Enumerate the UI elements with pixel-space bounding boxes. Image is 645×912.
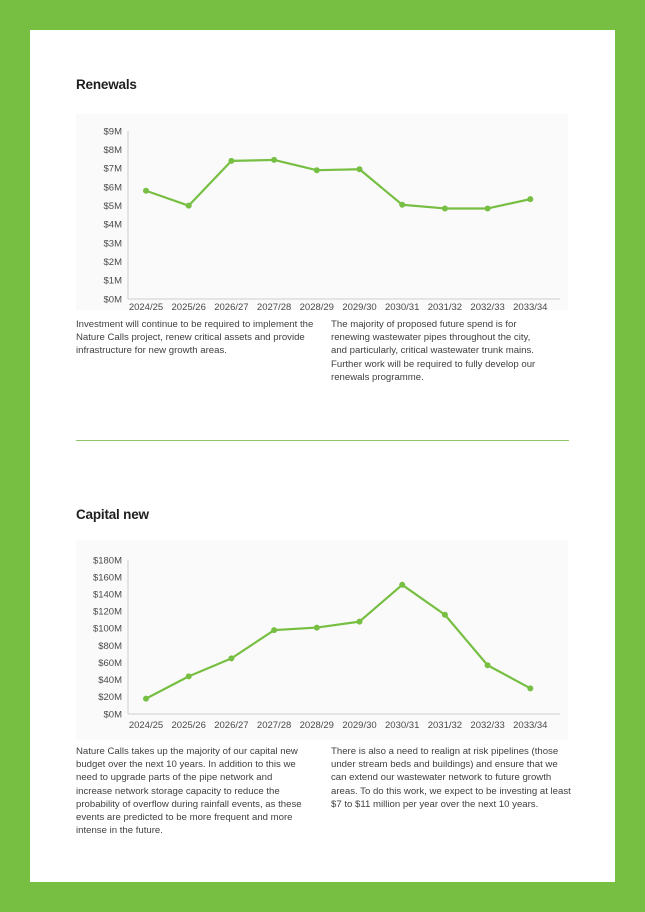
y-tick-label: $3M (104, 238, 123, 249)
renewals-text-left: Investment will continue to be required … (76, 319, 314, 357)
series-line (145, 583, 531, 700)
data-point (356, 166, 363, 173)
x-tick-label: 2026/27 (214, 720, 248, 731)
renewals-chart: $0M $1M $2M $3M $4M $5M $6M $7M $8M $9M 2024/25 202… (76, 114, 568, 310)
y-tick-label: $1M (104, 276, 123, 287)
capital-new-line-chart: $0M $20M $40M $60M $80M $100M $120M $140M $160M $… (93, 555, 560, 731)
y-tick-label: $0M (104, 294, 123, 305)
y-tick-label: $8M (104, 145, 123, 156)
capital-new-heading: Capital new (76, 507, 149, 522)
x-tick-label: 2028/29 (300, 720, 334, 731)
x-tick-label: 2028/29 (300, 302, 334, 310)
y-tick-label: $4M (104, 220, 123, 231)
y-tick-label: $60M (98, 658, 122, 669)
y-tick-label: $80M (98, 641, 122, 652)
x-tick-label: 2029/30 (342, 302, 376, 310)
x-tick-label: 2031/32 (428, 302, 462, 310)
capital-new-chart: $0M $20M $40M $60M $80M $100M $120M $140M $160M $… (76, 540, 568, 740)
x-tick-label: 2025/26 (172, 302, 206, 310)
renewals-line-chart: $0M $1M $2M $3M $4M $5M $6M $7M $8M $9M 2024/25 202… (104, 126, 560, 310)
data-point (313, 167, 320, 174)
data-point (143, 187, 149, 194)
data-point (228, 157, 235, 164)
y-tick-label: $0M (104, 709, 123, 720)
data-point (399, 581, 406, 588)
x-tick-label: 2027/28 (257, 720, 291, 731)
y-tick-label: $6M (104, 182, 123, 193)
x-tick-label: 2030/31 (385, 302, 419, 310)
data-point (484, 662, 491, 669)
renewals-text-right: The majority of proposed future spend is… (331, 319, 536, 383)
x-tick-label: 2033/34 (513, 302, 547, 310)
section-divider (76, 440, 569, 441)
data-point (271, 627, 278, 634)
y-tick-label: $120M (93, 607, 122, 618)
y-tick-label: $160M (93, 572, 122, 583)
series-line (145, 158, 531, 210)
capital-new-text-left: Nature Calls takes up the majority of ou… (76, 746, 302, 837)
data-point (527, 685, 534, 692)
y-tick-label: $7M (104, 164, 123, 175)
x-tick-label: 2025/26 (172, 720, 206, 731)
x-tick-label: 2024/25 (129, 720, 163, 731)
data-point (527, 196, 534, 203)
x-tick-label: 2031/32 (428, 720, 462, 731)
data-point (399, 201, 406, 208)
report-page: Renewals $0M $1M $2M $3M $4M $5M $6M $7M $8M $9M 2… (30, 30, 615, 882)
x-tick-label: 2024/25 (129, 302, 163, 310)
renewals-heading: Renewals (76, 77, 137, 92)
data-point (228, 655, 235, 662)
y-tick-label: $40M (98, 675, 122, 686)
x-tick-label: 2032/33 (470, 720, 504, 731)
y-tick-label: $9M (104, 126, 123, 137)
y-tick-label: $5M (104, 201, 123, 212)
x-tick-label: 2027/28 (257, 302, 291, 310)
data-point (185, 202, 192, 209)
y-tick-label: $2M (104, 257, 123, 268)
data-point (484, 205, 491, 212)
data-point (143, 695, 149, 702)
y-tick-label: $180M (93, 555, 122, 566)
x-tick-label: 2033/34 (513, 720, 547, 731)
x-tick-label: 2026/27 (214, 302, 248, 310)
data-point (313, 624, 320, 631)
data-point (185, 673, 192, 680)
x-tick-label: 2032/33 (470, 302, 504, 310)
x-tick-label: 2030/31 (385, 720, 419, 731)
y-tick-label: $100M (93, 624, 122, 635)
x-tick-label: 2029/30 (342, 720, 376, 731)
y-tick-label: $20M (98, 692, 122, 703)
capital-new-text-right: There is also a need to realign at risk … (331, 746, 571, 810)
y-tick-label: $140M (93, 590, 122, 601)
data-point (271, 156, 278, 163)
data-point (356, 618, 363, 625)
data-point (441, 611, 448, 618)
data-point (441, 205, 448, 212)
